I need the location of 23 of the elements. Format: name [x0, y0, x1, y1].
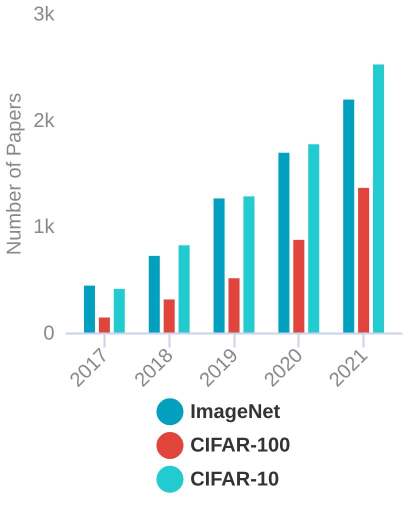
y-axis-title: Number of Papers: [3, 92, 26, 256]
bar: [308, 144, 320, 334]
legend-label: CIFAR-10: [190, 468, 280, 490]
bar: [293, 240, 304, 334]
bar: [164, 299, 175, 334]
y-tick-label: 3k: [33, 4, 56, 26]
bar: [358, 188, 370, 334]
bar: [178, 245, 190, 334]
legend-label: ImageNet: [190, 400, 281, 423]
bar: [84, 286, 95, 334]
bar: [148, 256, 160, 334]
bar: [228, 278, 240, 334]
bar: [373, 64, 384, 334]
bar: [214, 198, 225, 334]
y-tick-label: 2k: [33, 110, 56, 132]
bar: [343, 100, 354, 334]
y-tick-label: 1k: [33, 216, 56, 238]
legend-label: CIFAR-100: [190, 434, 290, 456]
y-tick-label: 0: [43, 322, 54, 344]
bar: [243, 196, 254, 334]
bar: [114, 288, 125, 334]
bar: [278, 152, 290, 334]
bar: [98, 318, 110, 334]
